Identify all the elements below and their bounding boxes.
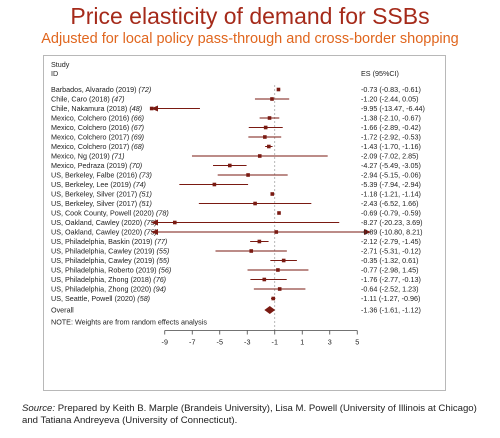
- point-estimate: [270, 97, 274, 101]
- study-label: Chile, Caro (2018) (47): [51, 95, 125, 104]
- study-label: US, Philadelphia, Cawley (2019) (55): [51, 247, 169, 256]
- es-value: -1.76 (-2.77, -0.13): [361, 275, 421, 284]
- es-value: -1.43 (-1.70, -1.16): [361, 142, 421, 151]
- overall-diamond: [264, 306, 276, 314]
- point-estimate: [227, 163, 232, 168]
- study-label: US, Berkeley, Lee (2019) (74): [51, 180, 146, 189]
- es-value: -2.43 (-6.52, 1.66): [361, 199, 419, 208]
- point-estimate: [253, 201, 257, 206]
- es-value: -1.38 (-2.10, -0.67): [361, 114, 421, 123]
- es-value: -2.09 (-7.02, 2.85): [361, 152, 419, 161]
- study-label: US, Philadelphia, Cawley (2019) (55): [51, 256, 169, 265]
- study-label: US, Oakland, Cawley (2020) (75): [51, 218, 157, 227]
- point-estimate: [263, 125, 268, 130]
- header-id: ID: [51, 69, 58, 78]
- es-value: -1.11 (-1.27, -0.96): [361, 294, 420, 303]
- x-tick-label: -3: [244, 338, 250, 347]
- point-estimate: [274, 230, 279, 234]
- es-value: -0.64 (-2.52, 1.23): [361, 285, 419, 294]
- plot-frame: Study ID ES (95%CI) Barbados, Alvarado (201…: [43, 55, 446, 391]
- es-value: -2.12 (-2.79, -1.45): [361, 237, 421, 246]
- point-estimate: [212, 182, 217, 187]
- point-estimate: [271, 296, 276, 301]
- es-value: -1.66 (-2.89, -0.42): [361, 123, 421, 132]
- x-tick-label: 5: [355, 338, 359, 347]
- point-estimate: [270, 192, 275, 196]
- point-estimate: [277, 211, 281, 215]
- chart-subtitle: Adjusted for local policy pass-through a…: [41, 31, 459, 47]
- point-estimate: [267, 116, 272, 120]
- header-es: ES (95%CI): [361, 69, 399, 78]
- es-value: -0.89 (-10.80, 8.21): [361, 228, 423, 237]
- es-value: -0.69 (-0.79, -0.59): [361, 209, 421, 218]
- point-estimate: [246, 173, 250, 177]
- x-tick-label: -7: [189, 338, 195, 347]
- overall-label: Overall: [51, 306, 74, 315]
- study-label: Barbados, Alvarado (2019) (72): [51, 85, 151, 94]
- source-label: Source:: [22, 403, 56, 414]
- study-label: Mexico, Pedraza (2019) (70): [51, 161, 142, 170]
- es-value: -2.94 (-5.15, -0.06): [361, 171, 421, 180]
- es-value: -0.77 (-2.98, 1.45): [361, 266, 419, 275]
- study-label: US, Cook County, Powell (2020) (78): [51, 209, 169, 218]
- x-tick-label: 1: [300, 338, 304, 347]
- study-label: Chile, Nakamura (2018) (48): [51, 104, 142, 113]
- overall-es-value: -1.36 (-1.61, -1.12): [361, 306, 421, 315]
- ci-arrow-left: [151, 105, 158, 112]
- study-label: US, Oakland, Cawley (2020) (75): [51, 228, 157, 237]
- ci-arrow-right: [364, 229, 371, 235]
- es-value: -8.27 (-20.23, 3.69): [361, 218, 423, 227]
- ci-arrow-left: [151, 219, 158, 226]
- es-value: -4.27 (-5.49, -3.05): [361, 161, 421, 170]
- study-label: Mexico, Colchero (2017) (69): [51, 133, 144, 142]
- ci-arrow-left: [151, 229, 158, 235]
- point-estimate: [149, 106, 154, 111]
- es-value: -0.35 (-1.32, 0.61): [361, 256, 419, 265]
- es-value: -0.73 (-0.83, -0.61): [361, 85, 421, 94]
- point-estimate: [277, 287, 282, 291]
- study-label: US, Berkeley, Silver (2017) (51): [51, 199, 152, 208]
- point-estimate: [276, 268, 280, 272]
- header-study: Study: [51, 60, 70, 69]
- study-label: Mexico, Colchero (2016) (67): [51, 123, 144, 132]
- es-value: -5.39 (-7.94, -2.94): [361, 180, 421, 189]
- point-estimate: [267, 144, 271, 149]
- point-estimate: [249, 249, 254, 253]
- chart-title: Price elasticity of demand for SSBs: [70, 3, 430, 29]
- study-label: US, Philadelphia, Baskin (2019) (77): [51, 237, 167, 246]
- weights-note: NOTE: Weights are from random effects an…: [51, 318, 207, 327]
- es-value: -1.20 (-2.44, 0.05): [361, 95, 419, 104]
- point-estimate: [257, 239, 262, 244]
- point-estimate: [172, 220, 177, 225]
- study-label: Mexico, Ng (2019) (71): [51, 152, 125, 161]
- study-label: US, Berkeley, Silver (2017) (51): [51, 190, 152, 199]
- study-label: US, Seattle, Powell (2020) (58): [51, 294, 150, 303]
- study-label: US, Philadelphia, Zhong (2020) (94): [51, 285, 166, 294]
- x-tick-label: -5: [217, 338, 223, 347]
- es-value: -2.71 (-5.31, -0.12): [361, 247, 421, 256]
- point-estimate: [257, 154, 262, 158]
- study-label: US, Berkeley, Falbe (2016) (73): [51, 171, 152, 180]
- study-label: Mexico, Colchero (2017) (68): [51, 142, 144, 151]
- x-tick-label: -1: [272, 338, 278, 347]
- study-label: US, Philadelphia, Zhong (2018) (76): [51, 275, 166, 284]
- source-note: Source: Prepared by Keith B. Marple (Bra…: [22, 403, 492, 427]
- es-value: -1.72 (-2.92, -0.53): [361, 133, 421, 142]
- study-label: US, Philadelphia, Roberto (2019) (56): [51, 266, 171, 275]
- point-estimate: [262, 277, 267, 282]
- x-tick-label: 3: [328, 338, 332, 347]
- es-value: -9.95 (-13.47, -6.44): [361, 104, 425, 113]
- point-estimate: [281, 258, 286, 263]
- point-estimate: [263, 135, 267, 139]
- es-value: -1.18 (-1.21, -1.14): [361, 190, 421, 199]
- x-tick-label: -9: [162, 338, 168, 347]
- source-text: Prepared by Keith B. Marple (Brandeis Un…: [22, 403, 477, 426]
- study-label: Mexico, Colchero (2016) (66): [51, 114, 144, 123]
- point-estimate: [276, 87, 281, 92]
